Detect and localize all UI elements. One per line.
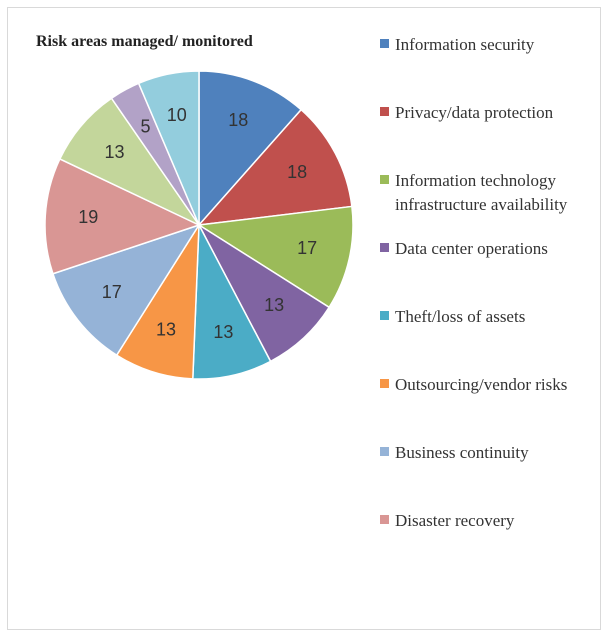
pie-slice bbox=[197, 108, 353, 226]
legend-swatch bbox=[380, 311, 389, 320]
legend-item: Information technology infrastructure av… bbox=[380, 169, 602, 217]
data-label: 10 bbox=[167, 105, 187, 125]
legend-swatch bbox=[380, 515, 389, 524]
legend-item: Outsourcing/vendor risks bbox=[380, 373, 602, 397]
legend-item: Business continuity bbox=[380, 441, 602, 465]
pie-slice bbox=[51, 223, 201, 357]
legend-item: Theft/loss of assets bbox=[380, 305, 602, 329]
data-label: 13 bbox=[105, 142, 125, 162]
legend-label: Information security bbox=[395, 35, 535, 54]
data-label: 18 bbox=[287, 162, 307, 182]
legend-label: Data center operations bbox=[395, 239, 548, 258]
legend-swatch bbox=[380, 107, 389, 116]
legend-swatch bbox=[380, 39, 389, 48]
legend-item: Information security bbox=[380, 33, 602, 57]
legend-label: Information technology infrastructure av… bbox=[395, 171, 568, 214]
chart-title: Risk areas managed/ monitored bbox=[36, 33, 253, 50]
legend-swatch bbox=[380, 379, 389, 388]
data-label: 19 bbox=[78, 207, 98, 227]
legend-label: Privacy/data protection bbox=[395, 103, 554, 122]
legend-label: Disaster recovery bbox=[395, 511, 515, 530]
data-label: 13 bbox=[156, 320, 176, 340]
pie-slice bbox=[196, 205, 354, 309]
data-label: 13 bbox=[213, 322, 233, 342]
pie-slice bbox=[137, 70, 200, 226]
data-label: 17 bbox=[102, 282, 122, 302]
legend-swatch bbox=[380, 175, 389, 184]
legend-item: Data center operations bbox=[380, 237, 602, 261]
legend-swatch bbox=[380, 447, 389, 456]
data-label: 18 bbox=[228, 110, 248, 130]
legend-label: Theft/loss of assets bbox=[395, 307, 526, 326]
chart-frame bbox=[7, 7, 601, 630]
pie-slice bbox=[198, 70, 303, 227]
pie-slice bbox=[44, 157, 202, 275]
legend-swatch bbox=[380, 243, 389, 252]
data-label: 17 bbox=[297, 238, 317, 258]
data-label: 5 bbox=[140, 117, 150, 137]
legend-label: Outsourcing/vendor risks bbox=[395, 375, 568, 394]
legend-item: Disaster recovery bbox=[380, 509, 602, 533]
data-label: 13 bbox=[264, 295, 284, 315]
legend-item: Privacy/data protection bbox=[380, 101, 602, 125]
legend-label: Business continuity bbox=[395, 443, 529, 462]
